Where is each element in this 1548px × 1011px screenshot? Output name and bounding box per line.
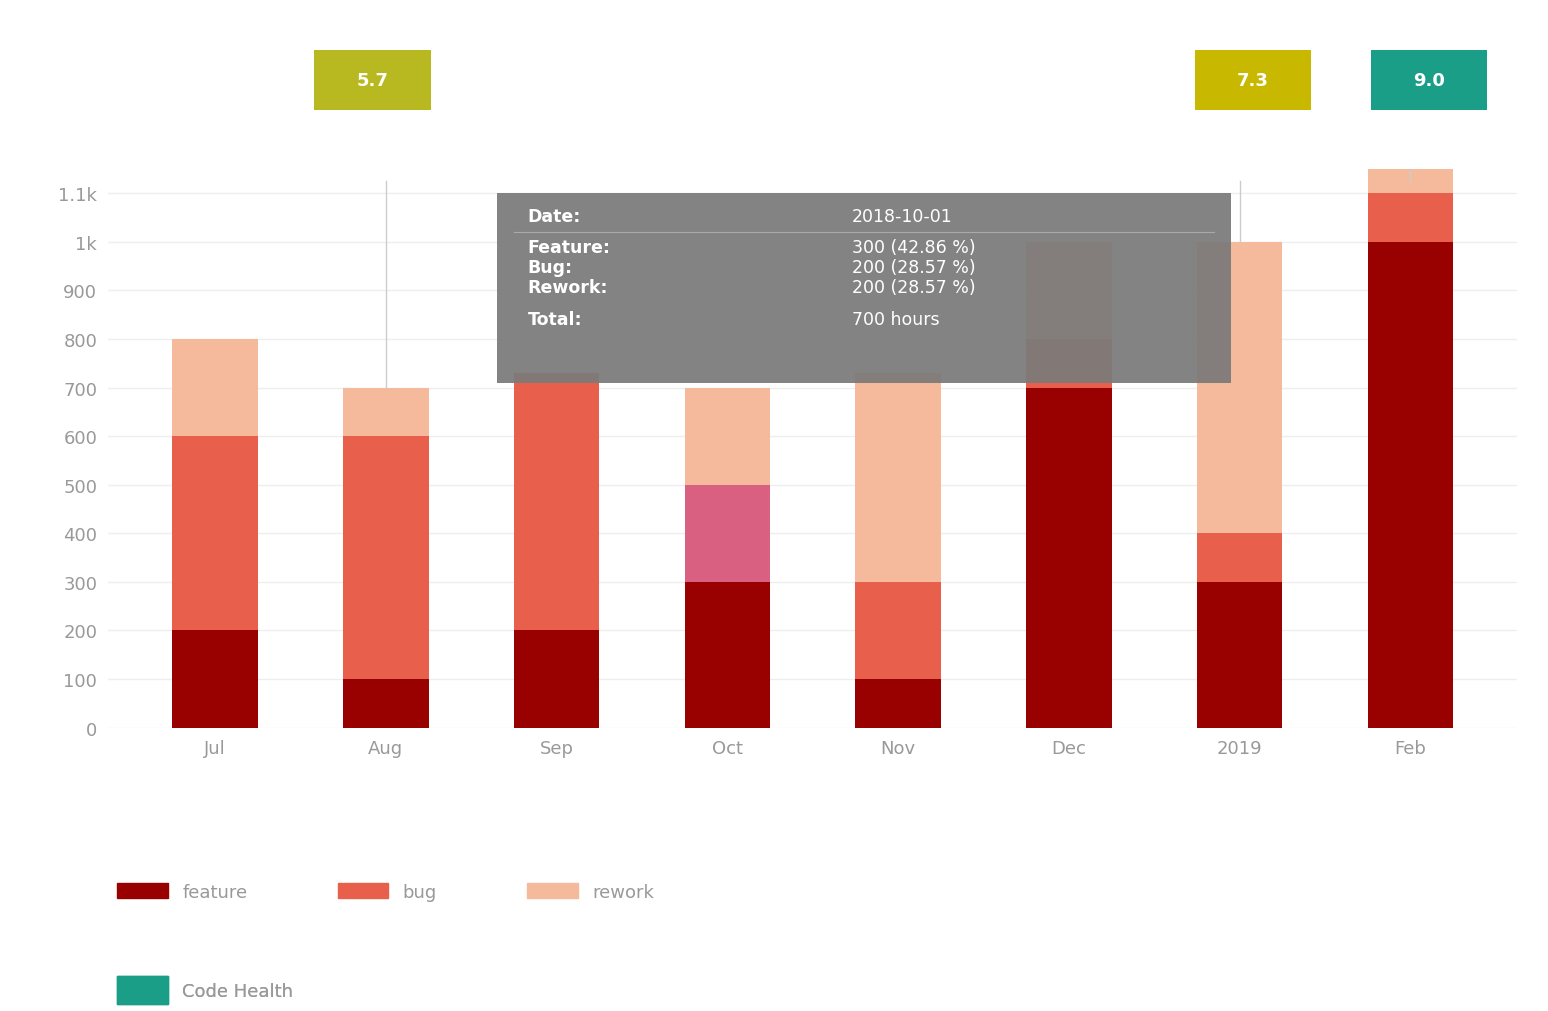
Bar — [856, 582, 941, 679]
Bar — [856, 374, 941, 582]
Text: 200 (28.57 %): 200 (28.57 %) — [851, 259, 975, 277]
FancyBboxPatch shape — [497, 194, 1231, 383]
Text: 5.7: 5.7 — [356, 72, 389, 90]
Text: Total:: Total: — [528, 310, 582, 329]
Bar — [514, 374, 599, 631]
Text: 7.3: 7.3 — [1237, 72, 1269, 90]
Bar — [856, 679, 941, 728]
Text: Date:: Date: — [528, 208, 580, 226]
Bar — [684, 582, 769, 728]
Text: 9.0: 9.0 — [1413, 72, 1444, 90]
Text: 200 (28.57 %): 200 (28.57 %) — [851, 279, 975, 297]
Bar — [344, 679, 429, 728]
Bar — [344, 437, 429, 679]
Text: Rework:: Rework: — [528, 279, 608, 297]
Bar — [1026, 243, 1111, 340]
Bar — [172, 437, 259, 631]
Bar — [514, 631, 599, 728]
Bar — [1026, 340, 1111, 388]
Bar — [1367, 194, 1454, 243]
Bar — [1026, 388, 1111, 728]
Bar — [684, 485, 769, 582]
Bar — [344, 388, 429, 437]
Legend: Code Health: Code Health — [118, 977, 294, 1004]
Bar — [172, 631, 259, 728]
Bar — [684, 388, 769, 485]
Bar — [1197, 534, 1282, 582]
Text: Feature:: Feature: — [528, 239, 610, 257]
Bar — [1367, 243, 1454, 728]
Text: 700 hours: 700 hours — [851, 310, 940, 329]
Bar — [1197, 243, 1282, 534]
Text: 2018-10-01: 2018-10-01 — [851, 208, 952, 226]
Text: Bug:: Bug: — [528, 259, 573, 277]
Bar — [172, 340, 259, 437]
Bar — [1367, 170, 1454, 194]
Bar — [1197, 582, 1282, 728]
Text: 300 (42.86 %): 300 (42.86 %) — [851, 239, 975, 257]
